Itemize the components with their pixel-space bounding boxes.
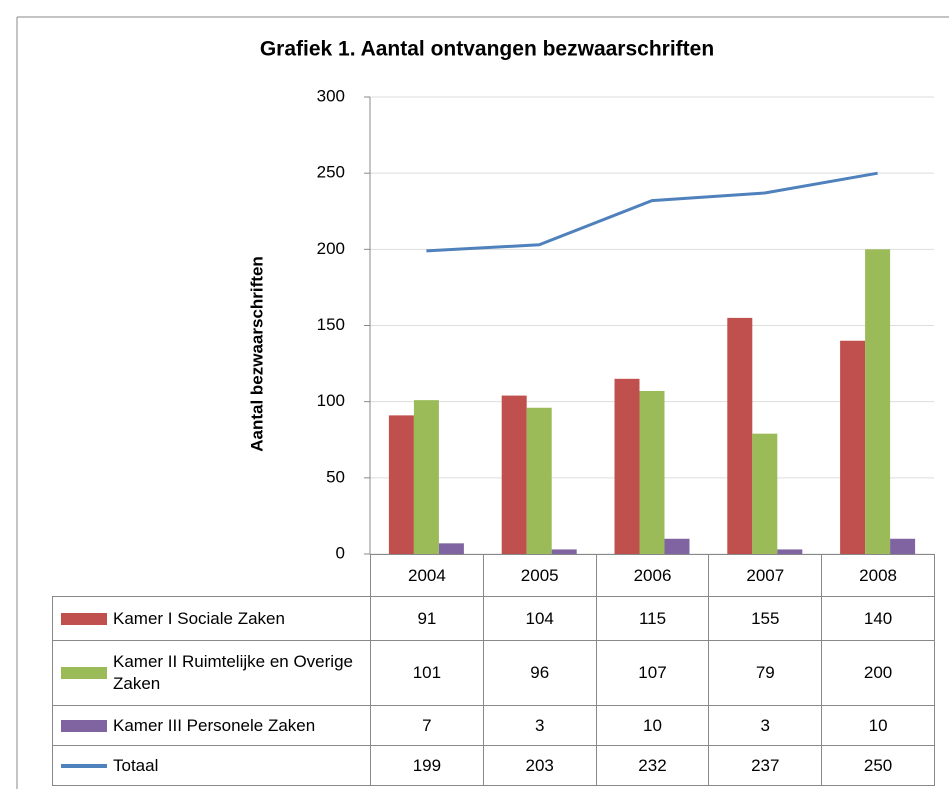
legend-entry: Kamer III Personele Zaken [52, 705, 371, 746]
x-tick-label: 2004 [370, 554, 484, 597]
legend-label: Totaal [113, 755, 159, 775]
data-label: 79 [708, 640, 823, 706]
data-label: 104 [482, 596, 597, 641]
bar [526, 407, 552, 554]
x-tick-label: 2006 [595, 554, 710, 597]
data-label: 155 [708, 596, 823, 641]
data-label: 107 [595, 640, 710, 706]
data-label: 203 [482, 745, 597, 786]
legend-swatch [61, 667, 107, 679]
bar [752, 433, 778, 554]
data-label: 237 [708, 745, 823, 786]
data-label: 199 [370, 745, 484, 786]
legend-entry: Kamer I Sociale Zaken [52, 596, 371, 641]
y-tick-label: 250 [317, 163, 345, 182]
bar [438, 543, 464, 554]
y-tick-label: 50 [326, 467, 345, 486]
chart-title: Grafiek 1. Aantal ontvangen bezwaarschri… [260, 38, 714, 61]
y-tick-label: 150 [317, 315, 345, 334]
x-tick-label: 2007 [708, 554, 823, 597]
data-label: 3 [482, 705, 597, 746]
bar [727, 317, 753, 554]
data-label: 250 [821, 745, 935, 786]
data-label: 115 [595, 596, 710, 641]
data-label: 10 [595, 705, 710, 746]
data-label: 10 [821, 705, 935, 746]
y-axis-label: Aantal bezwaarschriften [247, 256, 266, 452]
data-label: 96 [482, 640, 597, 706]
y-tick-label: 100 [317, 391, 345, 410]
legend-swatch [61, 763, 107, 768]
y-tick-label: 200 [317, 239, 345, 258]
bar [551, 549, 577, 554]
legend-entry: Totaal [52, 745, 371, 786]
y-tick-label: 0 [336, 543, 345, 562]
legend-swatch [61, 719, 107, 732]
bar [840, 340, 866, 554]
data-label: 7 [370, 705, 484, 746]
data-label: 140 [821, 596, 935, 641]
data-label: 200 [821, 640, 935, 706]
bar [664, 538, 690, 554]
legend-swatch [61, 612, 107, 625]
legend-label: Kamer III Personele Zaken [113, 715, 316, 735]
line [426, 171, 878, 253]
data-label: 91 [370, 596, 484, 641]
data-label: 101 [370, 640, 484, 706]
data-label: 3 [708, 705, 823, 746]
bar [388, 415, 414, 554]
bar [639, 391, 665, 554]
bar [777, 549, 803, 554]
bar [413, 400, 439, 554]
bar [614, 378, 640, 554]
x-tick-label: 2005 [482, 554, 597, 597]
legend-entry: Kamer II Ruimtelijke en Overige Zaken [52, 640, 371, 706]
bar [501, 395, 527, 554]
data-label: 232 [595, 745, 710, 786]
legend-label: Kamer II Ruimtelijke en Overige Zaken [113, 652, 353, 693]
bar [865, 249, 891, 555]
x-tick-label: 2008 [821, 554, 935, 597]
y-tick-label: 300 [317, 86, 345, 105]
bar [890, 538, 916, 554]
legend-label: Kamer I Sociale Zaken [113, 608, 285, 628]
